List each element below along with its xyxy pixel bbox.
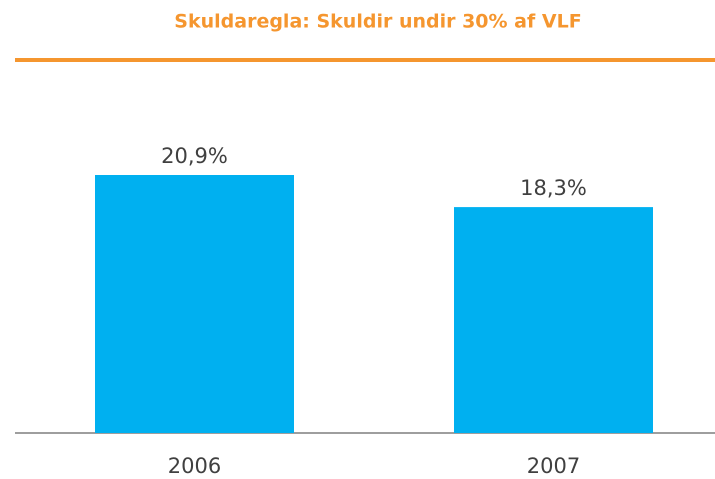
value-label: 20,9% xyxy=(161,144,228,168)
bar xyxy=(95,175,294,433)
chart-title: Skuldaregla: Skuldir undir 30% af VLF xyxy=(174,11,581,33)
x-tick-label: 2007 xyxy=(527,454,580,478)
x-tick-label: 2006 xyxy=(168,454,221,478)
value-label: 18,3% xyxy=(520,176,587,200)
bar xyxy=(454,207,653,433)
